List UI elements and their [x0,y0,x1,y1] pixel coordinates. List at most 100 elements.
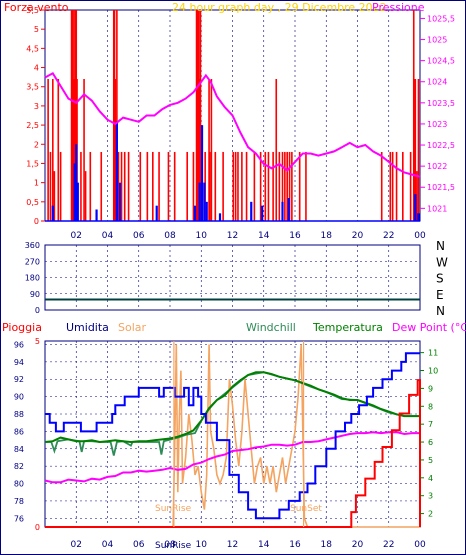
x-tick-label: 22 [383,231,394,241]
rain-line [45,379,421,528]
y-tick-label: 7 [428,420,433,429]
y-tick-label: 86 [14,427,24,436]
y-tick-label: 78 [14,497,24,506]
y-tick-label: 3 [34,102,39,111]
y-tick-label: 8 [428,402,433,411]
x-tick-label: 14 [258,540,270,550]
y-tick-label: 1023 [427,120,447,129]
temperature-x-ticks: 02 04 06 08 10 12 14 16 18 20 22 00 [71,540,426,550]
y-tick-label: 3 [428,492,433,501]
pressure-series [44,71,421,178]
x-tick-label: 10 [196,540,208,550]
y-tick-label: 1022,5 [427,141,455,150]
compass-label: W [436,255,448,269]
legend-item: Solar [118,321,147,334]
legend-item: Temperatura [312,321,383,334]
y-tick-label: 1021 [427,204,447,213]
solar-line [45,344,420,528]
y-tick-label: 5,5 [26,6,39,15]
x-tick-label: 06 [133,231,145,241]
sunrise-label: SunRise [155,504,192,514]
wind-pressure-panel: 00,511,522,533,544,555,5 10211021,510221… [4,1,455,241]
legend-item: Windchill [246,321,296,334]
legend-item: Dew Point (°C) [392,321,466,334]
x-tick-label: 00 [414,540,426,550]
x-tick-label: 04 [102,540,114,550]
y-tick-label: 1021,5 [427,183,455,192]
y-tick-label: 1024 [427,78,447,87]
y-tick-label: 360 [25,241,40,250]
x-tick-label: 08 [164,540,176,550]
temperature-y-ticks: 2 3 4 5 6 7 8 9 10 11 [420,349,438,519]
sunset-label: SunSet [290,504,322,514]
y-tick-label: 5 [34,25,39,34]
y-tick-label: 4 [428,474,433,483]
x-tick-label: 18 [321,540,333,550]
compass-label: S [436,272,444,286]
x-tick-label: 20 [352,231,364,241]
x-tick-label: 06 [133,540,145,550]
y-tick-label: 94 [14,358,24,367]
pressure-y-axis-ticks: 1021 1021,5 1022 1022,5 1023 1023,5 1024 1024,5… [420,14,455,213]
humidity-y-ticks: 76 78 80 82 84 86 88 90 92 94 96 [14,340,24,523]
wind-pressure-title: 24 hour graph day , 29 Dicembre 2022 [172,1,387,14]
wind-label: Forza vento [4,1,69,14]
compass-label: E [436,288,444,302]
temperature-grid [45,341,421,527]
y-tick-label: 6 [428,438,433,447]
y-tick-label: 1022 [427,162,447,171]
y-tick-label: 4 [34,64,39,73]
x-tick-label: 16 [289,231,301,241]
y-tick-label: 1025 [427,36,447,45]
pressure-label: Pressione [372,1,425,14]
y-tick-label: 82 [14,462,24,471]
legend-item: Pioggia [2,321,42,334]
pressure-line [44,71,421,178]
y-tick-label: 96 [14,340,24,349]
x-tick-label: 08 [164,231,176,241]
temperature-series-group [44,344,421,528]
wind-direction-y-ticks: 360 270 180 90 0 [25,241,40,315]
y-tick-label: 76 [14,514,24,523]
rain-tick-label: 5 [35,337,40,346]
y-tick-label: 4,5 [26,44,39,53]
x-tick-label: 12 [227,540,238,550]
temperature-line [44,371,420,444]
wind-speed-series [45,121,420,222]
legend-item: Umidita [66,321,109,334]
y-tick-label: 11 [428,349,438,358]
x-tick-label: 22 [383,540,394,550]
dew-point-line [44,431,420,484]
y-tick-label: 0 [35,306,40,315]
y-tick-label: 180 [25,274,40,283]
x-tick-label: 18 [321,231,333,241]
y-tick-label: 1 [34,179,39,188]
y-tick-label: 90 [14,393,24,402]
humidity-line [45,352,420,520]
wind-y-axis-ticks: 0 0,5 1 1,5 2 2,5 3 3,5 4 4,5 5 5,5 [26,6,45,226]
y-tick-label: 9 [428,384,433,393]
rain-y-ticks: 05 [35,337,40,532]
compass-label: N [436,239,445,253]
y-tick-label: 10 [428,367,438,376]
y-tick-label: 1023,5 [427,99,455,108]
x-tick-label: 04 [102,231,114,241]
y-tick-label: 2,5 [26,121,39,130]
y-tick-label: 80 [14,480,24,489]
y-tick-label: 0,5 [26,198,39,207]
y-tick-label: 3,5 [26,83,39,92]
y-tick-label: 1025,5 [427,14,455,23]
y-tick-label: 270 [25,257,40,266]
compass-label: N [436,304,445,318]
y-tick-label: 2 [428,510,433,519]
sunrise-axis-label: SunRise [155,541,192,551]
sun-annotations: SunRise SunSet SunRise [155,341,322,551]
y-tick-label: 0 [34,217,39,226]
rain-tick-label: 0 [35,523,40,532]
x-tick-label: 02 [71,540,82,550]
y-tick-label: 92 [14,375,24,384]
x-tick-label: 14 [258,231,270,241]
